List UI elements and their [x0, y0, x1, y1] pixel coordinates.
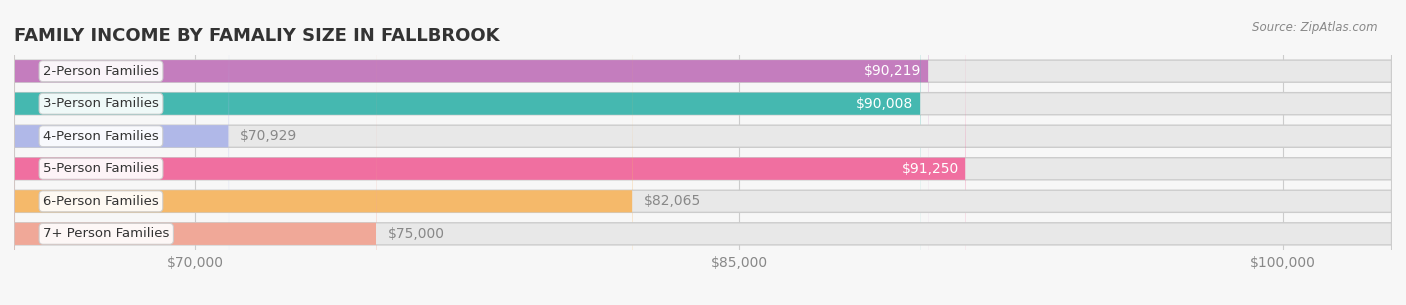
- Text: $91,250: $91,250: [901, 162, 959, 176]
- FancyBboxPatch shape: [14, 0, 229, 305]
- FancyBboxPatch shape: [14, 0, 928, 305]
- FancyBboxPatch shape: [14, 0, 1392, 305]
- Text: $75,000: $75,000: [388, 227, 444, 241]
- FancyBboxPatch shape: [14, 0, 1392, 305]
- FancyBboxPatch shape: [14, 0, 1392, 305]
- FancyBboxPatch shape: [14, 0, 966, 305]
- FancyBboxPatch shape: [14, 0, 921, 305]
- FancyBboxPatch shape: [14, 0, 377, 305]
- Text: 5-Person Families: 5-Person Families: [44, 162, 159, 175]
- Text: FAMILY INCOME BY FAMALIY SIZE IN FALLBROOK: FAMILY INCOME BY FAMALIY SIZE IN FALLBRO…: [14, 27, 499, 45]
- Text: $82,065: $82,065: [644, 194, 702, 208]
- FancyBboxPatch shape: [14, 0, 1392, 305]
- FancyBboxPatch shape: [14, 0, 1392, 305]
- Text: $90,219: $90,219: [863, 64, 921, 78]
- Text: 2-Person Families: 2-Person Families: [44, 65, 159, 78]
- FancyBboxPatch shape: [14, 0, 633, 305]
- Text: 6-Person Families: 6-Person Families: [44, 195, 159, 208]
- Text: 4-Person Families: 4-Person Families: [44, 130, 159, 143]
- Text: $90,008: $90,008: [856, 97, 914, 111]
- Text: 7+ Person Families: 7+ Person Families: [44, 227, 170, 240]
- Text: $70,929: $70,929: [240, 129, 297, 143]
- FancyBboxPatch shape: [14, 0, 1392, 305]
- Text: 3-Person Families: 3-Person Families: [44, 97, 159, 110]
- Text: Source: ZipAtlas.com: Source: ZipAtlas.com: [1253, 21, 1378, 34]
